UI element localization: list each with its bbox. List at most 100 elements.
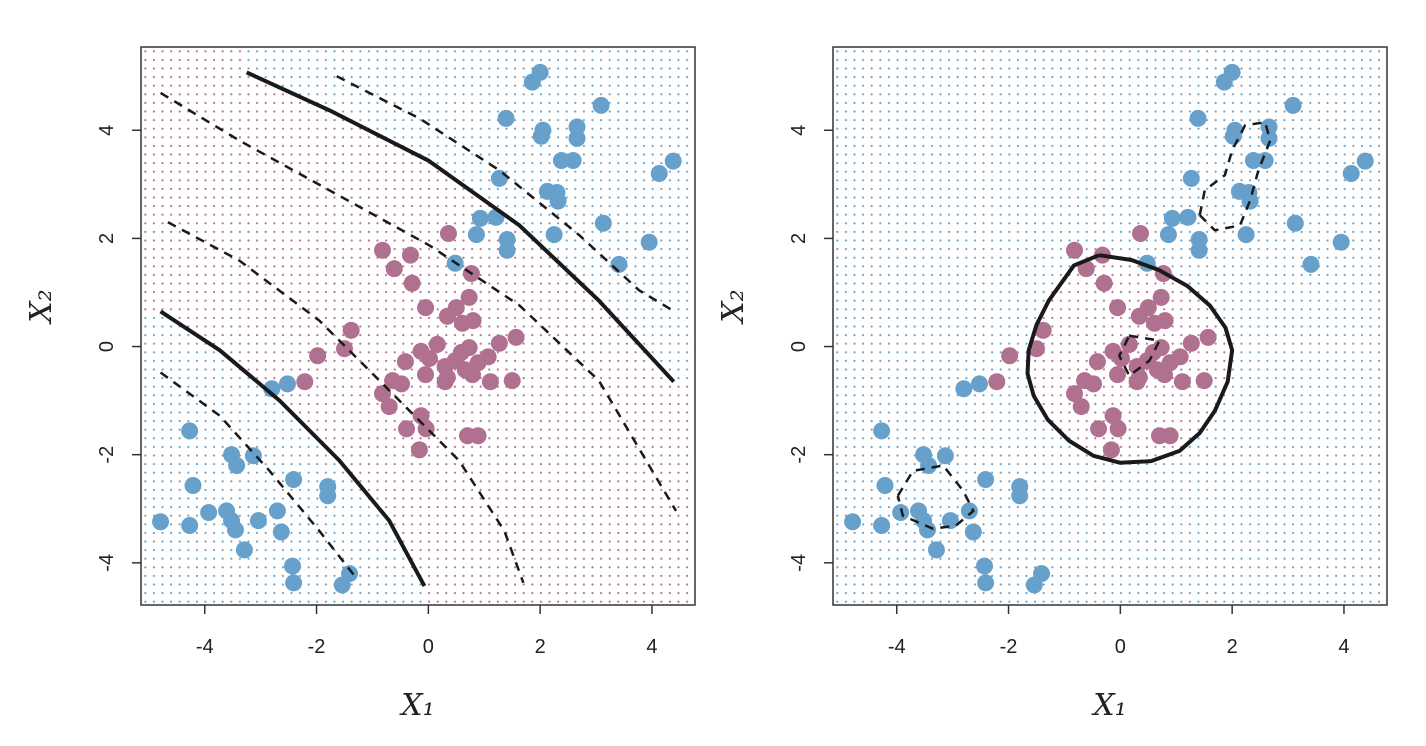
point	[228, 457, 246, 474]
point	[1095, 274, 1113, 292]
point	[955, 380, 973, 398]
y-tick-label: -2	[788, 446, 810, 464]
point	[1001, 347, 1019, 365]
point	[1077, 260, 1095, 278]
point	[200, 504, 218, 522]
point	[941, 512, 959, 530]
point	[380, 398, 398, 416]
point	[592, 96, 610, 114]
point	[278, 375, 296, 393]
plot-frame	[832, 46, 1388, 606]
point	[892, 504, 910, 522]
point	[977, 574, 995, 592]
point	[568, 129, 586, 147]
point	[1104, 407, 1122, 425]
boundary	[1198, 120, 1272, 232]
boundary	[159, 371, 356, 577]
point	[184, 477, 202, 495]
x-tick-label: 2	[535, 636, 546, 658]
point	[1241, 192, 1259, 210]
point	[181, 422, 199, 440]
point	[393, 375, 411, 393]
point	[1066, 385, 1084, 403]
point	[1244, 152, 1262, 170]
point	[960, 502, 978, 520]
point	[417, 299, 435, 317]
point	[335, 340, 353, 358]
point	[410, 441, 428, 459]
x-tick-label: -4	[888, 636, 906, 658]
point	[650, 165, 668, 183]
point	[1224, 127, 1242, 145]
point	[876, 477, 894, 495]
point	[1215, 73, 1233, 91]
point	[490, 334, 508, 352]
point	[309, 347, 327, 365]
point	[564, 152, 582, 170]
point	[844, 513, 862, 531]
point	[975, 557, 993, 575]
point	[497, 109, 515, 127]
point	[283, 557, 301, 575]
point	[1173, 373, 1191, 391]
point	[640, 233, 658, 251]
y-tick-label: -2	[96, 446, 118, 464]
point	[1130, 307, 1148, 325]
point	[664, 152, 682, 170]
point	[438, 307, 456, 325]
point	[428, 335, 446, 353]
point	[1199, 328, 1217, 346]
point	[1159, 226, 1177, 244]
point	[1120, 335, 1138, 353]
point	[552, 152, 570, 170]
point	[268, 502, 286, 520]
point	[970, 375, 988, 393]
point	[920, 457, 938, 474]
point	[152, 513, 170, 531]
point	[1088, 353, 1106, 371]
point	[1356, 152, 1374, 170]
x-axis-label: X₁	[399, 688, 434, 723]
x-tick-label: -2	[1000, 636, 1018, 658]
point	[523, 73, 541, 91]
point	[873, 422, 891, 440]
point	[469, 427, 487, 445]
point	[467, 226, 485, 244]
y-tick-label: 0	[96, 341, 118, 352]
point	[1066, 241, 1084, 259]
point	[507, 328, 525, 346]
point	[1284, 96, 1302, 114]
boundary	[167, 221, 525, 584]
panel: -4 -2 0 2 4 -4 -2 0 2 4 X₁ X₂	[716, 46, 1388, 723]
point	[1302, 255, 1320, 273]
point	[1256, 152, 1274, 170]
point	[226, 521, 244, 539]
y-tick-label: 4	[788, 125, 810, 136]
point	[285, 471, 303, 489]
point	[594, 214, 612, 232]
point	[385, 260, 403, 278]
region-dots	[141, 47, 695, 605]
boundary	[159, 309, 427, 588]
y-tick-label: 4	[96, 125, 118, 136]
point	[1182, 169, 1200, 187]
point	[1189, 109, 1207, 127]
point	[1109, 366, 1127, 384]
y-tick-label: -4	[96, 554, 118, 572]
point	[1342, 165, 1360, 183]
point	[285, 574, 303, 592]
point	[1109, 420, 1127, 438]
x-tick-label: 4	[1338, 636, 1349, 658]
point	[481, 373, 499, 391]
point	[181, 517, 199, 535]
point	[532, 127, 550, 145]
point	[977, 471, 995, 489]
point	[1145, 314, 1163, 332]
point	[1034, 321, 1052, 339]
point	[403, 274, 421, 292]
point	[1161, 427, 1179, 445]
point	[1182, 334, 1200, 352]
point	[1286, 214, 1304, 232]
y-tick-label: 2	[96, 233, 118, 244]
